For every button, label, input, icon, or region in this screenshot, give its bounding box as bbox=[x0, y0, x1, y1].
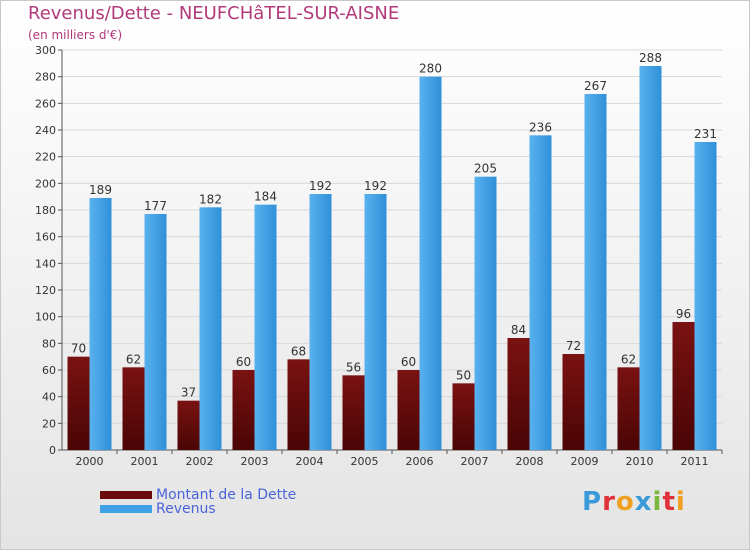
legend-item-revenue: Revenus bbox=[100, 501, 216, 517]
x-tick-label: 2006 bbox=[406, 455, 434, 468]
bar-debt bbox=[342, 375, 365, 450]
legend-swatch-revenue bbox=[100, 505, 152, 513]
chart-title: Revenus/Dette - NEUFCHâTEL-SUR-AISNE bbox=[28, 3, 400, 24]
y-tick-label: 300 bbox=[35, 44, 56, 57]
bar-debt bbox=[287, 359, 310, 450]
legend-label-revenue: Revenus bbox=[156, 501, 216, 517]
y-tick-label: 200 bbox=[35, 177, 56, 190]
bar-revenue bbox=[364, 194, 387, 450]
bar-revenue bbox=[419, 76, 442, 451]
data-label-revenue: 192 bbox=[309, 179, 332, 193]
x-tick-label: 2007 bbox=[461, 455, 489, 468]
x-tick-label: 2005 bbox=[351, 455, 379, 468]
y-tick-label: 160 bbox=[35, 231, 56, 244]
data-label-revenue: 184 bbox=[254, 190, 277, 204]
bar-revenue bbox=[89, 198, 112, 450]
bar-debt bbox=[122, 367, 145, 450]
legend-label-debt: Montant de la Dette bbox=[156, 487, 297, 503]
data-label-debt: 56 bbox=[346, 360, 361, 374]
proxiti-logo: Proxiti bbox=[582, 487, 686, 517]
y-tick-label: 40 bbox=[42, 391, 56, 404]
data-label-debt: 50 bbox=[456, 368, 471, 382]
data-label-debt: 72 bbox=[566, 339, 581, 353]
logo-letter: x bbox=[634, 487, 653, 517]
logo-letter: t bbox=[662, 487, 676, 517]
data-label-revenue: 236 bbox=[529, 120, 552, 134]
x-tick-label: 2004 bbox=[296, 455, 324, 468]
x-tick-label: 2001 bbox=[131, 455, 159, 468]
logo-letter: P bbox=[582, 487, 603, 517]
y-tick-label: 260 bbox=[35, 97, 56, 110]
data-label-revenue: 231 bbox=[694, 127, 717, 141]
data-label-revenue: 182 bbox=[199, 192, 222, 206]
legend-swatch-debt bbox=[100, 491, 152, 499]
bar-revenue bbox=[309, 194, 332, 450]
data-label-debt: 68 bbox=[291, 344, 306, 358]
bar-debt bbox=[177, 400, 200, 450]
data-label-debt: 96 bbox=[676, 307, 691, 321]
data-label-revenue: 280 bbox=[419, 62, 442, 76]
data-label-debt: 84 bbox=[511, 323, 526, 337]
y-tick-label: 80 bbox=[42, 337, 56, 350]
y-tick-label: 0 bbox=[49, 444, 56, 457]
data-label-debt: 60 bbox=[401, 355, 416, 369]
x-tick-label: 2003 bbox=[241, 455, 269, 468]
bar-revenue bbox=[254, 204, 277, 450]
bar-debt bbox=[562, 354, 585, 450]
data-label-debt: 62 bbox=[621, 352, 636, 366]
logo-letter: o bbox=[615, 487, 635, 517]
x-tick-label: 2010 bbox=[626, 455, 654, 468]
bar-revenue bbox=[474, 176, 497, 450]
chart-subtitle: (en milliers d'€) bbox=[28, 28, 123, 42]
x-tick-label: 2008 bbox=[516, 455, 544, 468]
y-tick-label: 180 bbox=[35, 204, 56, 217]
data-label-revenue: 267 bbox=[584, 79, 607, 93]
logo-letter: r bbox=[602, 487, 616, 517]
x-tick-label: 2002 bbox=[186, 455, 214, 468]
bar-revenue bbox=[584, 94, 607, 450]
y-tick-label: 140 bbox=[35, 257, 56, 270]
y-tick-label: 100 bbox=[35, 311, 56, 324]
legend-item-debt: Montant de la Dette bbox=[100, 487, 296, 503]
bar-revenue bbox=[529, 135, 552, 451]
bar-revenue bbox=[694, 142, 717, 450]
bar-debt bbox=[507, 338, 530, 450]
data-label-revenue: 189 bbox=[89, 183, 112, 197]
y-tick-label: 120 bbox=[35, 284, 56, 297]
data-label-debt: 60 bbox=[236, 355, 251, 369]
x-tick-label: 2009 bbox=[571, 455, 599, 468]
logo-letter: i bbox=[652, 487, 663, 517]
bar-debt bbox=[67, 356, 90, 450]
bar-debt bbox=[617, 367, 640, 450]
bar-debt bbox=[672, 322, 695, 450]
logo-letter: i bbox=[675, 487, 686, 517]
x-tick-label: 2011 bbox=[681, 455, 709, 468]
y-tick-label: 220 bbox=[35, 151, 56, 164]
y-tick-label: 240 bbox=[35, 124, 56, 137]
bar-debt bbox=[452, 383, 475, 450]
x-tick-label: 2000 bbox=[76, 455, 104, 468]
y-tick-label: 280 bbox=[35, 71, 56, 84]
data-label-revenue: 288 bbox=[639, 51, 662, 65]
y-tick-label: 20 bbox=[42, 417, 56, 430]
bar-revenue bbox=[144, 214, 167, 450]
data-label-revenue: 205 bbox=[474, 162, 497, 176]
data-label-debt: 70 bbox=[71, 342, 86, 356]
data-label-debt: 37 bbox=[181, 386, 196, 400]
bar-revenue bbox=[199, 207, 222, 450]
y-tick-label: 60 bbox=[42, 364, 56, 377]
bar-revenue bbox=[639, 66, 662, 450]
bar-debt bbox=[232, 370, 255, 450]
data-label-revenue: 177 bbox=[144, 199, 167, 213]
data-label-debt: 62 bbox=[126, 352, 141, 366]
data-label-revenue: 192 bbox=[364, 179, 387, 193]
bar-debt bbox=[397, 370, 420, 450]
